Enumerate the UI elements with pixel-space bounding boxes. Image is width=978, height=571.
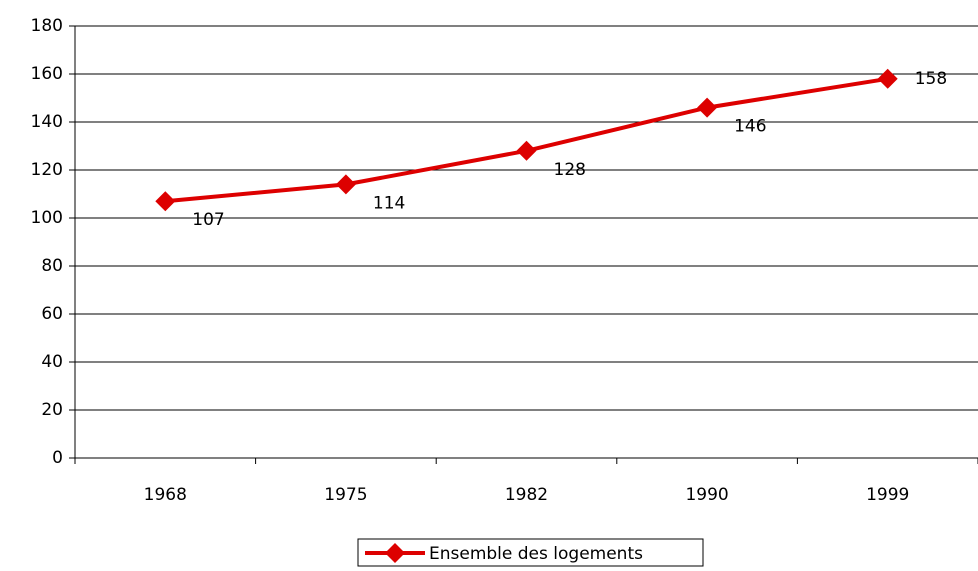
- legend-label: Ensemble des logements: [429, 544, 643, 564]
- x-tick-label: 1982: [505, 485, 548, 505]
- y-tick-label: 40: [41, 352, 63, 372]
- point-marker: [877, 68, 898, 89]
- y-tick-label: 160: [31, 64, 63, 84]
- y-tick-label: 180: [31, 16, 63, 36]
- x-tick-label: 1975: [324, 485, 367, 505]
- y-tick-label: 120: [31, 160, 63, 180]
- x-tick-label: 1990: [685, 485, 728, 505]
- x-tick-label: 1968: [144, 485, 187, 505]
- data-label: 107: [192, 210, 224, 230]
- point-marker: [516, 140, 537, 161]
- x-tick-label: 1999: [866, 485, 909, 505]
- data-label: 158: [915, 69, 947, 89]
- data-label: 128: [554, 160, 586, 180]
- y-tick-label: 100: [31, 208, 63, 228]
- legend: Ensemble des logements: [357, 538, 704, 567]
- point-marker: [155, 191, 176, 212]
- y-tick-label: 80: [41, 256, 63, 276]
- point-marker: [697, 97, 718, 118]
- point-marker: [335, 174, 356, 195]
- y-tick-label: 0: [52, 448, 63, 468]
- y-tick-label: 60: [41, 304, 63, 324]
- data-label: 114: [373, 193, 405, 213]
- y-tick-label: 140: [31, 112, 63, 132]
- legend-marker: [385, 543, 405, 563]
- y-tick-label: 20: [41, 400, 63, 420]
- data-label: 146: [734, 117, 766, 137]
- series-line: [165, 76, 889, 204]
